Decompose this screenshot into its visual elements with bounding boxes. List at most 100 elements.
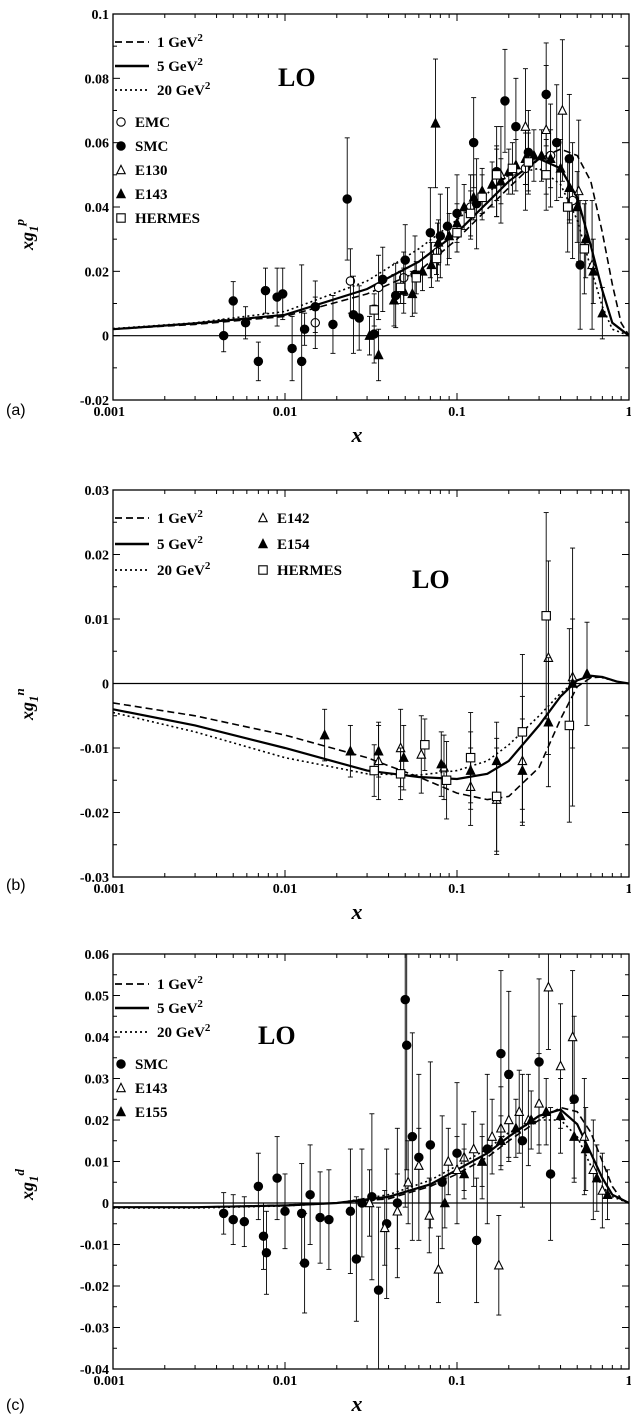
- data-point: [579, 244, 590, 254]
- series-e143: [364, 58, 608, 382]
- data-point: [468, 191, 479, 202]
- legend-marker-circle-filled: [116, 141, 126, 151]
- legend-label: E142: [277, 511, 310, 527]
- data-point: [443, 1155, 454, 1166]
- legend-marker-square-open: [258, 565, 268, 575]
- curve-dashed: [113, 676, 629, 801]
- data-point: [439, 1197, 450, 1208]
- x-tick-label: 1: [626, 882, 631, 897]
- data-point: [526, 1114, 537, 1125]
- data-point: [228, 1214, 238, 1225]
- data-point: [299, 324, 310, 334]
- data-point: [400, 994, 410, 1005]
- data-point: [253, 1181, 264, 1192]
- data-point: [354, 313, 364, 323]
- series-smc: [218, 954, 579, 1369]
- data-point: [580, 1143, 591, 1154]
- x-tick-label: 0.01: [273, 882, 298, 897]
- data-point: [357, 1198, 367, 1208]
- legend-marker-circle-open: [116, 117, 126, 127]
- series-e155: [439, 1078, 613, 1229]
- data-point: [253, 356, 264, 367]
- y-tick-label: -0.02: [80, 807, 109, 822]
- series-e143: [364, 954, 608, 1316]
- legend-label: 20 GeV2: [157, 1022, 211, 1041]
- legend: 1 GeV2 5 GeV2 20 GeV2 E142 E154 HERMES: [115, 508, 342, 579]
- y-tick-label: -0.01: [80, 742, 109, 757]
- data-point: [324, 1214, 334, 1225]
- legend-label: E143: [135, 1081, 168, 1097]
- data-point: [507, 163, 518, 174]
- y-tick-label: 0: [102, 330, 109, 345]
- data-point: [520, 120, 531, 131]
- panel-label: (b): [6, 877, 26, 894]
- curve-dotted: [113, 674, 629, 776]
- data-point: [543, 716, 554, 727]
- data-point: [401, 1040, 412, 1051]
- y-tick-label: 0.06: [85, 137, 110, 152]
- legend-marker-triangle-open: [115, 164, 127, 175]
- data-point: [493, 1259, 504, 1270]
- data-point: [451, 1163, 463, 1175]
- data-point: [398, 751, 409, 762]
- data-point: [420, 740, 430, 750]
- data-point: [511, 121, 521, 132]
- data-point: [541, 611, 551, 621]
- data-point: [491, 791, 502, 802]
- data-point: [572, 201, 583, 212]
- legend-label: E155: [135, 1105, 168, 1121]
- data-point: [280, 1206, 290, 1217]
- data-point: [345, 745, 356, 756]
- data-point: [517, 1136, 528, 1146]
- data-point: [495, 1134, 506, 1145]
- data-point: [557, 104, 568, 115]
- y-tick-label: 0.01: [85, 1156, 110, 1171]
- legend-marker-circle-filled: [116, 1059, 126, 1069]
- data-point: [431, 253, 442, 264]
- data-point: [411, 273, 422, 283]
- data-point: [417, 265, 428, 276]
- data-point: [261, 1248, 272, 1258]
- data-point: [315, 1212, 325, 1223]
- legend-marker-square-open: [116, 213, 126, 223]
- data-point: [388, 294, 400, 305]
- data-point: [579, 1130, 590, 1141]
- data-point: [392, 1205, 403, 1216]
- data-point: [468, 1143, 479, 1154]
- x-tick-label: 0.1: [448, 405, 466, 420]
- y-tick-label: 0.04: [85, 201, 110, 216]
- series-smc: [218, 42, 585, 400]
- curve-solid: [113, 674, 629, 781]
- data-point: [517, 727, 528, 737]
- data-point: [430, 117, 441, 128]
- data-point: [477, 192, 487, 203]
- data-point: [588, 265, 599, 276]
- data-point: [426, 258, 437, 270]
- data-point: [351, 1254, 362, 1264]
- data-point: [364, 1197, 375, 1208]
- data-point: [580, 233, 591, 244]
- data-point: [403, 1176, 414, 1187]
- data-point: [487, 1130, 498, 1141]
- legend-label: 5 GeV2: [157, 534, 203, 553]
- data-point: [258, 1231, 269, 1241]
- y-tick-label: -0.03: [80, 1322, 109, 1337]
- legend-label: SMC: [135, 1057, 168, 1073]
- x-tick-label: 0.1: [448, 1374, 466, 1389]
- data-point: [477, 1155, 488, 1166]
- lo-annotation: LO: [412, 565, 450, 594]
- series-e154: [319, 618, 593, 823]
- y-tick-label: 0.1: [92, 8, 110, 23]
- data-point: [296, 1208, 307, 1219]
- x-axis-label: x: [351, 899, 363, 924]
- data-point: [487, 178, 498, 189]
- data-point: [239, 1216, 250, 1227]
- legend-label: EMC: [135, 115, 170, 131]
- x-axis-label: x: [351, 1391, 363, 1416]
- legend-label: SMC: [135, 139, 168, 155]
- data-point: [482, 1144, 493, 1154]
- data-point: [400, 255, 410, 265]
- legend-marker-triangle-filled: [115, 1106, 127, 1117]
- y-axis-label: xg1p: [12, 219, 41, 252]
